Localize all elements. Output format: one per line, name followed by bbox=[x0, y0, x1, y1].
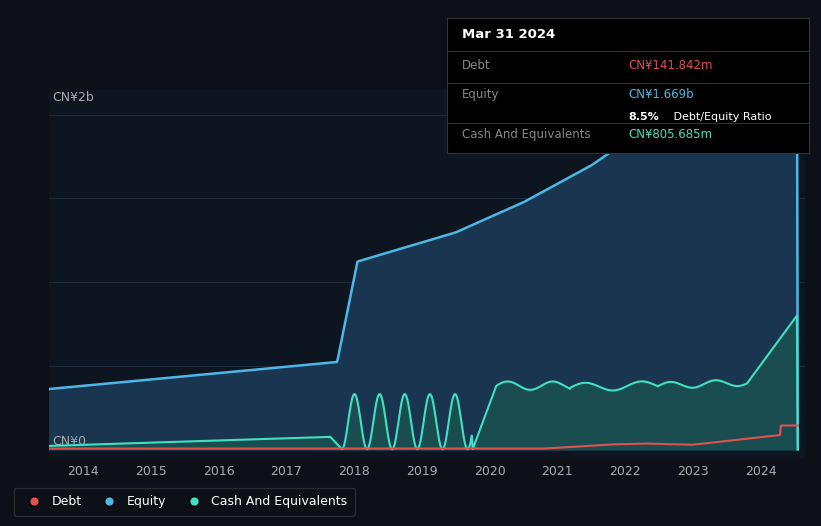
Text: CN¥0: CN¥0 bbox=[53, 434, 87, 448]
Text: 8.5%: 8.5% bbox=[628, 113, 658, 123]
Legend: Debt, Equity, Cash And Equivalents: Debt, Equity, Cash And Equivalents bbox=[14, 488, 355, 516]
Text: Mar 31 2024: Mar 31 2024 bbox=[462, 28, 555, 41]
Text: CN¥805.685m: CN¥805.685m bbox=[628, 128, 712, 141]
Text: Cash And Equivalents: Cash And Equivalents bbox=[462, 128, 590, 141]
Text: Equity: Equity bbox=[462, 88, 499, 101]
Text: CN¥2b: CN¥2b bbox=[53, 92, 94, 105]
Text: Debt: Debt bbox=[462, 59, 490, 72]
Text: CN¥141.842m: CN¥141.842m bbox=[628, 59, 713, 72]
Text: CN¥1.669b: CN¥1.669b bbox=[628, 88, 694, 101]
Text: Debt/Equity Ratio: Debt/Equity Ratio bbox=[670, 113, 771, 123]
